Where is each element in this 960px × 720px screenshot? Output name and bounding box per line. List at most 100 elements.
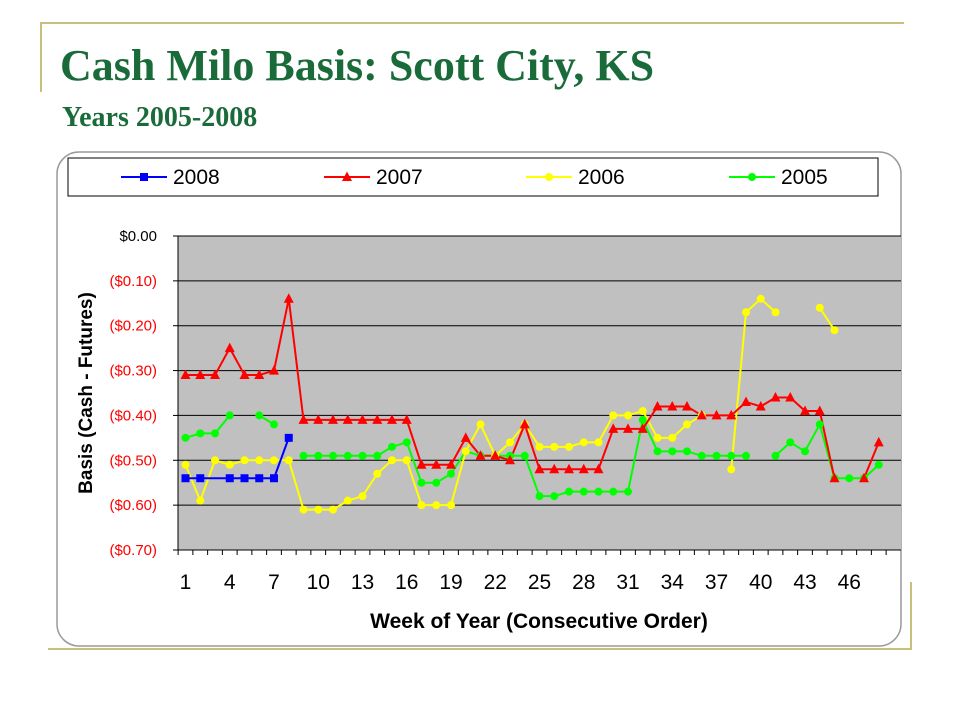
point-2005-wk2	[196, 429, 205, 438]
point-2007-wk11	[328, 414, 338, 424]
point-2006-wk30	[609, 411, 618, 420]
point-2006-wk38	[727, 465, 736, 474]
y-tick-label-4: ($0.40)	[109, 407, 157, 424]
point-2005-wk42	[786, 438, 795, 447]
point-2005-wk35	[683, 447, 691, 456]
point-2005-wk10	[314, 451, 323, 460]
point-2005-wk39	[742, 451, 750, 460]
legend-label-2008: 2008	[173, 166, 220, 189]
point-2005-wk25	[535, 492, 544, 501]
point-2006-wk28	[579, 438, 588, 447]
x-tick-label-7: 7	[268, 571, 280, 594]
point-2005-wk29	[594, 487, 603, 496]
legend-marker-2005	[748, 173, 756, 181]
x-tick-label-28: 28	[572, 571, 595, 594]
point-2008-wk1	[181, 474, 190, 483]
point-2007-wk22	[490, 450, 501, 460]
slide-right-rule	[910, 582, 912, 650]
point-2006-wk16	[402, 456, 411, 465]
point-2007-wk34	[667, 400, 678, 411]
point-2006-wk39	[742, 308, 750, 317]
point-2007-wk18	[431, 459, 442, 469]
point-2006-wk32	[638, 406, 647, 415]
point-2005-wk28	[579, 487, 588, 496]
x-tick-label-10: 10	[307, 571, 330, 594]
point-2006-wk17	[417, 501, 426, 510]
point-2005-wk6	[255, 411, 264, 420]
y-tick-label-2: ($0.20)	[109, 318, 157, 335]
slide-left-rule	[40, 22, 42, 92]
point-2007-wk30	[608, 423, 619, 433]
x-tick-label-4: 4	[224, 571, 236, 594]
point-2006-wk4	[225, 460, 234, 469]
point-2007-wk25	[534, 463, 545, 474]
point-2007-wk19	[446, 459, 456, 469]
series-2007-line-1	[863, 441, 880, 479]
point-2006-wk31	[624, 411, 632, 420]
gridlines	[178, 235, 901, 506]
point-2005-wk15	[388, 442, 396, 451]
legend-marker-2008	[140, 173, 148, 181]
series-2006-line-2	[818, 307, 836, 331]
point-2005-wk36	[697, 451, 706, 460]
x-tick-label-16: 16	[395, 571, 418, 594]
point-2007-wk10	[313, 414, 324, 424]
point-2005-wk9	[299, 451, 308, 460]
point-2005-wk27	[565, 487, 573, 496]
point-2007-wk26	[549, 463, 560, 474]
x-tick-label-22: 22	[484, 571, 507, 594]
point-2007-wk12	[342, 414, 353, 424]
point-2006-wk14	[373, 469, 382, 478]
point-2006-wk18	[432, 501, 441, 510]
point-2006-wk34	[668, 433, 677, 442]
point-2008-wk8	[284, 433, 293, 442]
point-2007-wk15	[387, 414, 397, 424]
point-2007-wk6	[254, 369, 265, 380]
point-2007-wk47	[859, 472, 869, 483]
point-2008-wk4	[225, 474, 234, 483]
point-2005-wk1	[181, 433, 190, 442]
y-tick-label-5: ($0.50)	[109, 452, 157, 469]
slide-top-rule	[40, 22, 904, 24]
point-2007-wk28	[578, 463, 589, 474]
point-2005-wk46	[845, 474, 854, 483]
point-2008-wk6	[255, 474, 264, 483]
point-2007-wk29	[593, 463, 604, 474]
point-2005-wk38	[727, 451, 736, 460]
legend-label-2005: 2005	[781, 166, 828, 189]
point-2007-wk37	[711, 409, 722, 420]
point-2006-wk6	[255, 456, 264, 465]
y-tick-labels: $0.00 ($0.10) ($0.20) ($0.30) ($0.40) ($0.50)…	[109, 228, 157, 559]
point-2007-wk5	[239, 369, 250, 380]
point-2005-wk19	[447, 469, 455, 478]
y-tick-label-3: ($0.30)	[109, 363, 157, 380]
point-2006-wk44	[815, 303, 824, 312]
point-2006-wk12	[343, 496, 352, 505]
x-tick-label-40: 40	[749, 571, 772, 594]
point-2006-wk33	[653, 433, 662, 442]
axes	[173, 235, 901, 555]
point-2007-wk43	[800, 405, 810, 415]
y-tick-label-0: $0.00	[119, 228, 157, 245]
plot-area	[178, 236, 901, 550]
point-2007-wk41	[770, 391, 781, 402]
point-2005-wk7	[270, 420, 278, 429]
point-2006-wk1	[181, 460, 190, 469]
x-axis-label: Week of Year (Consecutive Order)	[370, 610, 708, 633]
y-tick-label-1: ($0.10)	[109, 273, 157, 290]
point-2005-wk12	[343, 451, 352, 460]
point-2007-wk2	[195, 369, 206, 380]
x-tick-label-1: 1	[180, 571, 192, 594]
legend-marker-2007	[342, 171, 352, 181]
point-2006-wk15	[388, 456, 396, 465]
point-2007-wk33	[652, 400, 663, 411]
series-2005-line-0	[185, 414, 231, 439]
point-2006-wk45	[830, 326, 839, 335]
point-2007-wk23	[505, 454, 515, 465]
point-2005-wk37	[712, 451, 721, 460]
point-2005-wk3	[211, 429, 219, 438]
point-2005-wk14	[373, 451, 382, 460]
point-2006-wk29	[594, 438, 603, 447]
point-2007-wk35	[682, 400, 692, 411]
x-tick-label-34: 34	[661, 571, 685, 594]
